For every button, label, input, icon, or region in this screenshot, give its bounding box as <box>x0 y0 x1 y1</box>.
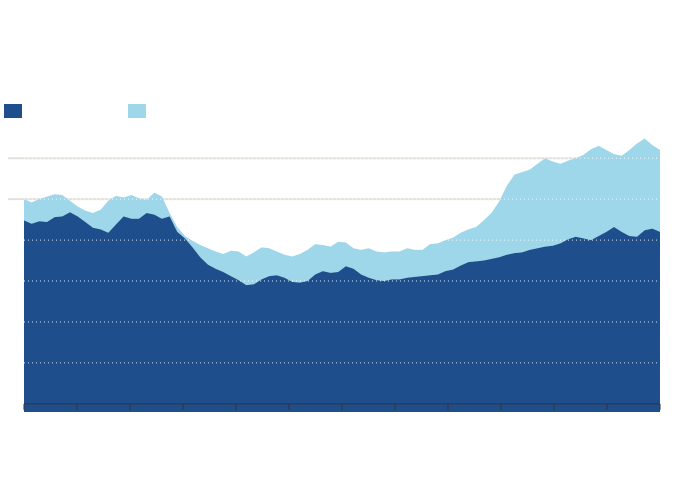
area-series-1 <box>24 212 660 412</box>
legend-swatch-series-1 <box>4 104 22 118</box>
legend <box>4 104 152 118</box>
legend-item-series-1 <box>4 104 28 118</box>
area-series-2 <box>24 138 660 286</box>
legend-item-series-2 <box>128 104 152 118</box>
legend-swatch-series-2 <box>128 104 146 118</box>
